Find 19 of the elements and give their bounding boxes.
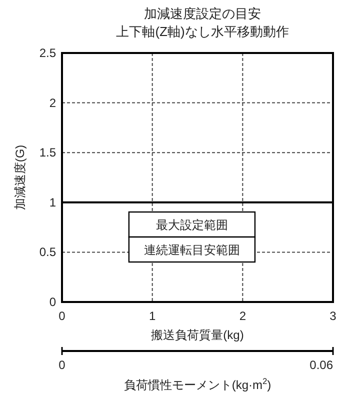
annotation: 連続運転目安範囲 (144, 243, 240, 257)
xtick: 1 (149, 309, 156, 323)
ytick: 0 (49, 295, 56, 309)
ytick: 2.5 (39, 46, 56, 60)
title: 加減速度設定の目安 (144, 6, 261, 21)
ytick: 1 (49, 195, 56, 210)
ytick: 1.5 (39, 146, 56, 160)
subtitle: 上下軸(Z軸)なし水平移動動作 (116, 24, 289, 39)
xlabel: 搬送負荷質量(kg) (151, 328, 244, 342)
ytick: 0.5 (39, 245, 56, 260)
x2label: 負荷慣性モーメント(kg·m$^{2}$) (124, 376, 272, 392)
ylabel: 加減速度(G) (13, 144, 27, 210)
ytick: 2 (49, 96, 56, 110)
xtick: 0 (58, 309, 66, 323)
annotation: 最大設定範囲 (156, 218, 228, 232)
xtick: 2 (239, 309, 246, 323)
x2tick: 0 (58, 358, 66, 372)
x2tick: 0.06 (310, 358, 333, 372)
xtick: 3 (330, 309, 336, 323)
